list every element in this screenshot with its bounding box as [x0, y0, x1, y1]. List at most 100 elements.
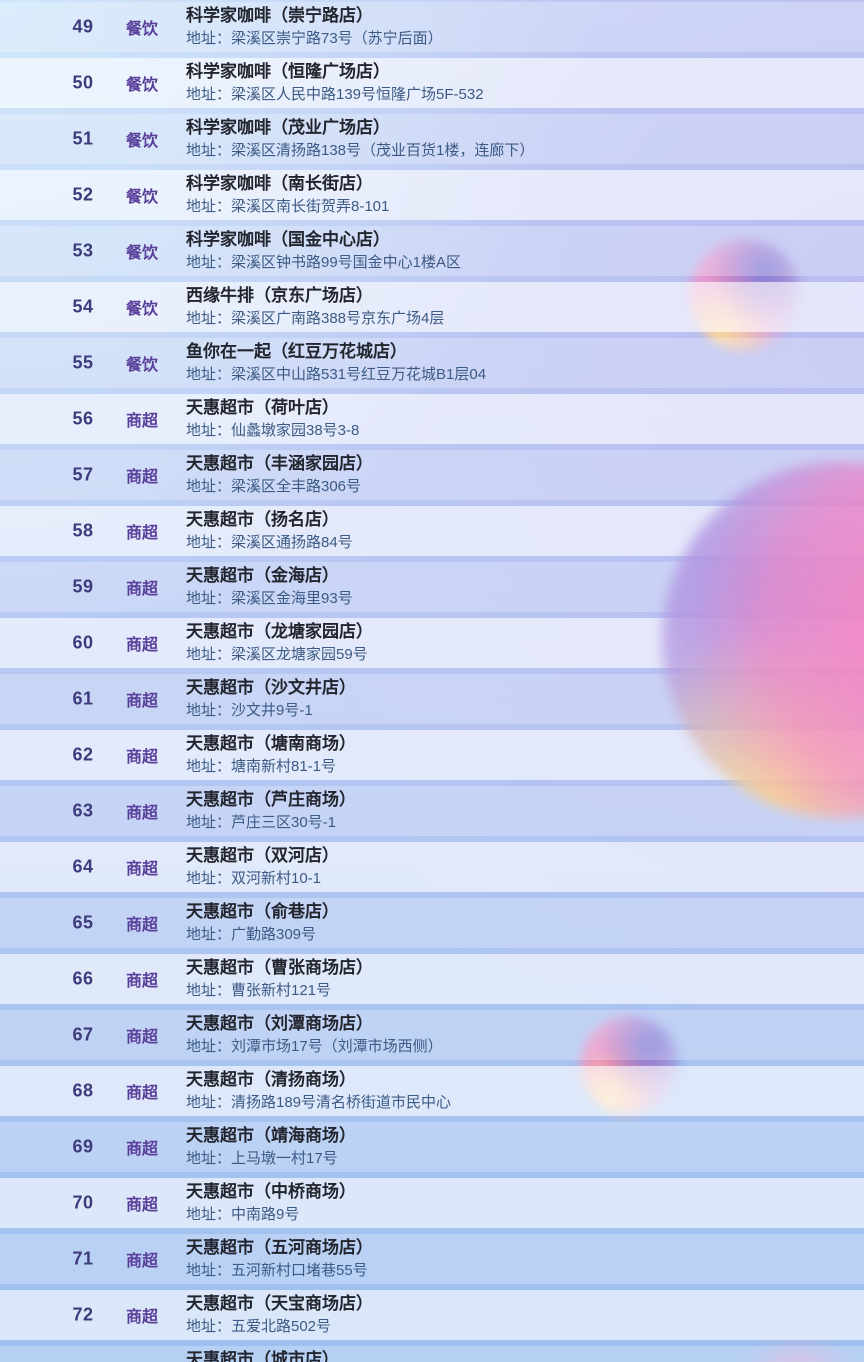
- row-number: 64: [72, 856, 94, 877]
- store-row: 65 商超 天惠超市（俞巷店） 地址：广勤路309号: [0, 898, 864, 948]
- store-address: 地址：广勤路309号: [186, 926, 317, 943]
- store-address: 地址：双河新村10-1: [186, 870, 322, 887]
- row-number: 65: [72, 912, 94, 933]
- row-category: 商超: [125, 637, 158, 654]
- store-row: 天惠超市（城市店）: [0, 1346, 864, 1362]
- row-category: 商超: [125, 1253, 158, 1270]
- row-category: 商超: [125, 413, 158, 430]
- store-name: 天惠超市（金海店）: [186, 566, 339, 585]
- store-name: 天惠超市（城市店）: [186, 1350, 339, 1362]
- row-category: 商超: [125, 1309, 158, 1326]
- store-address: 地址：清扬路189号清名桥街道市民中心: [186, 1094, 452, 1111]
- store-name: 天惠超市（双河店）: [186, 846, 339, 865]
- row-category: 餐饮: [125, 77, 158, 94]
- store-row: 52 餐饮 科学家咖啡（南长街店） 地址：梁溪区南长街贺弄8-101: [0, 170, 864, 220]
- row-number: 60: [72, 632, 94, 653]
- row-number: 52: [72, 184, 94, 205]
- row-category: 餐饮: [125, 189, 158, 206]
- store-name: 天惠超市（荷叶店）: [186, 398, 339, 417]
- store-address: 地址：中南路9号: [186, 1206, 300, 1223]
- row-number: 68: [72, 1080, 94, 1101]
- row-number: 53: [72, 240, 94, 261]
- store-name: 天惠超市（龙塘家园店）: [186, 622, 373, 641]
- store-address: 地址：刘潭市场17号（刘潭市场西侧）: [186, 1038, 443, 1055]
- store-address: 地址：梁溪区通扬路84号: [186, 534, 353, 551]
- row-category: 商超: [125, 1085, 158, 1102]
- store-name: 天惠超市（天宝商场店）: [186, 1294, 373, 1313]
- store-name: 科学家咖啡（茂业广场店）: [186, 118, 390, 137]
- row-category: 商超: [125, 581, 158, 598]
- store-address: 地址：梁溪区中山路531号红豆万花城B1层04: [186, 366, 487, 383]
- store-name: 科学家咖啡（国金中心店）: [186, 230, 390, 249]
- store-name: 天惠超市（中桥商场）: [186, 1182, 356, 1201]
- store-address: 地址：梁溪区钟书路99号国金中心1楼A区: [186, 254, 462, 271]
- store-row: 63 商超 天惠超市（芦庄商场） 地址：芦庄三区30号-1: [0, 786, 864, 836]
- row-number: 56: [72, 408, 94, 429]
- row-number: 63: [72, 800, 94, 821]
- store-name: 天惠超市（靖海商场）: [186, 1126, 356, 1145]
- row-number: 71: [72, 1248, 94, 1269]
- row-number: 50: [72, 72, 94, 93]
- store-row: 54 餐饮 西缘牛排（京东广场店） 地址：梁溪区广南路388号京东广场4层: [0, 282, 864, 332]
- store-name: 科学家咖啡（南长街店）: [186, 174, 373, 193]
- store-name: 科学家咖啡（恒隆广场店）: [186, 62, 390, 81]
- store-address: 地址：梁溪区全丰路306号: [186, 478, 362, 495]
- row-category: 商超: [125, 469, 158, 486]
- row-number: 49: [72, 16, 94, 37]
- store-row: 71 商超 天惠超市（五河商场店） 地址：五河新村口堵巷55号: [0, 1234, 864, 1284]
- row-category: 餐饮: [125, 133, 158, 150]
- row-number: 54: [72, 296, 94, 317]
- store-row: 56 商超 天惠超市（荷叶店） 地址：仙蠡墩家园38号3-8: [0, 394, 864, 444]
- store-row: 50 餐饮 科学家咖啡（恒隆广场店） 地址：梁溪区人民中路139号恒隆广场5F-…: [0, 58, 864, 108]
- row-number: 58: [72, 520, 94, 541]
- store-row: 57 商超 天惠超市（丰涵家园店） 地址：梁溪区全丰路306号: [0, 450, 864, 500]
- store-name: 西缘牛排（京东广场店）: [186, 286, 373, 305]
- row-category: 餐饮: [125, 357, 158, 374]
- store-name: 天惠超市（刘潭商场店）: [186, 1014, 373, 1033]
- store-row: 70 商超 天惠超市（中桥商场） 地址：中南路9号: [0, 1178, 864, 1228]
- store-name: 天惠超市（扬名店）: [186, 510, 339, 529]
- store-address: 地址：曹张新村121号: [186, 982, 332, 999]
- row-category: 商超: [125, 1029, 158, 1046]
- row-number: 66: [72, 968, 94, 989]
- store-address: 地址：仙蠡墩家园38号3-8: [186, 422, 360, 439]
- row-category: 商超: [125, 861, 158, 878]
- store-address: 地址：五河新村口堵巷55号: [186, 1262, 368, 1279]
- row-category: 商超: [125, 749, 158, 766]
- store-row: 68 商超 天惠超市（清扬商场） 地址：清扬路189号清名桥街道市民中心: [0, 1066, 864, 1116]
- store-row: 66 商超 天惠超市（曹张商场店） 地址：曹张新村121号: [0, 954, 864, 1004]
- row-number: 51: [72, 128, 94, 149]
- store-name: 天惠超市（塘南商场）: [186, 734, 356, 753]
- row-number: 61: [72, 688, 94, 709]
- row-number: 67: [72, 1024, 94, 1045]
- store-address: 地址：塘南新村81-1号: [186, 758, 337, 775]
- store-row: 72 商超 天惠超市（天宝商场店） 地址：五爱北路502号: [0, 1290, 864, 1340]
- row-number: 70: [72, 1192, 94, 1213]
- row-category: 餐饮: [125, 301, 158, 318]
- row-number: 59: [72, 576, 94, 597]
- store-address: 地址：梁溪区人民中路139号恒隆广场5F-532: [186, 86, 484, 103]
- store-address: 地址：梁溪区清扬路138号（茂业百货1楼，连廊下）: [186, 142, 535, 159]
- store-row: 69 商超 天惠超市（靖海商场） 地址：上马墩一村17号: [0, 1122, 864, 1172]
- store-address: 地址：梁溪区金海里93号: [186, 590, 353, 607]
- row-category: 商超: [125, 525, 158, 542]
- row-category: 商超: [125, 1197, 158, 1214]
- store-row: 49 餐饮 科学家咖啡（崇宁路店） 地址：梁溪区崇宁路73号（苏宁后面）: [0, 2, 864, 52]
- store-name: 天惠超市（清扬商场）: [186, 1070, 356, 1089]
- store-address: 地址：沙文井9号-1: [186, 702, 313, 719]
- store-name: 天惠超市（曹张商场店）: [186, 958, 373, 977]
- store-address: 地址：梁溪区崇宁路73号（苏宁后面）: [186, 30, 443, 47]
- row-category: 商超: [125, 917, 158, 934]
- store-row: 53 餐饮 科学家咖啡（国金中心店） 地址：梁溪区钟书路99号国金中心1楼A区: [0, 226, 864, 276]
- row-category: 餐饮: [125, 245, 158, 262]
- store-name: 天惠超市（丰涵家园店）: [186, 454, 373, 473]
- store-address: 地址：芦庄三区30号-1: [186, 814, 337, 831]
- row-category: 商超: [125, 1141, 158, 1158]
- store-row: 51 餐饮 科学家咖啡（茂业广场店） 地址：梁溪区清扬路138号（茂业百货1楼，…: [0, 114, 864, 164]
- row-category: 商超: [125, 805, 158, 822]
- row-category: 商超: [125, 973, 158, 990]
- store-address: 地址：梁溪区龙塘家园59号: [186, 646, 368, 663]
- store-address: 地址：上马墩一村17号: [186, 1150, 338, 1167]
